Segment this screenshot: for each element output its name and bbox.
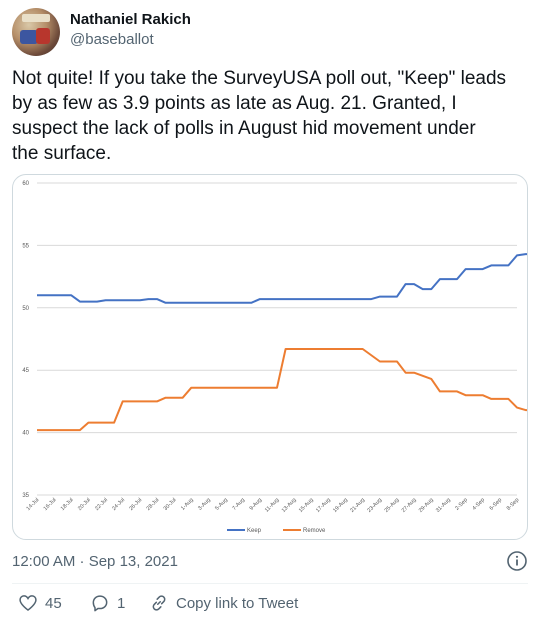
- tweet-line: by as few as 3.9 points as late as Aug. …: [12, 93, 457, 114]
- tweet-line: Not quite! If you take the SurveyUSA pol…: [12, 68, 507, 89]
- series-line-keep: [37, 253, 527, 304]
- copy-link-button[interactable]: Copy link to Tweet: [149, 590, 298, 616]
- divider: [12, 583, 528, 584]
- tweet-line: suspect the lack of polls in August hid …: [12, 118, 476, 139]
- x-tick-label: 13-Aug: [281, 497, 298, 514]
- avatar-shape-red: [36, 28, 50, 44]
- avatar[interactable]: [12, 8, 60, 56]
- x-tick-label: 16-Jul: [43, 497, 58, 512]
- x-tick-label: 23-Aug: [366, 497, 383, 514]
- x-tick-label: 15-Aug: [298, 497, 315, 514]
- author-handle[interactable]: @baseballot: [70, 31, 154, 48]
- author-name[interactable]: Nathaniel Rakich: [70, 11, 191, 28]
- reply-icon: [92, 595, 108, 612]
- link-icon: [152, 595, 166, 611]
- x-tick-label: 24-Jul: [111, 497, 126, 512]
- x-tick-label: 5-Aug: [214, 497, 229, 512]
- line-chart: 35 40 45 50 55 60 14-Jul 16-Jul 18-Jul 20-Jul 22-J…: [22, 181, 527, 534]
- tweet-actions: 45 1 Copy link to Tweet: [12, 590, 532, 616]
- x-tick-label: 3-Aug: [197, 497, 212, 512]
- y-tick-label: 40: [22, 431, 29, 437]
- x-tick-label: 25-Aug: [384, 497, 401, 514]
- x-tick-label: 30-Jul: [163, 497, 178, 512]
- tweet-timestamp[interactable]: 12:00 AM · Sep 13, 2021: [12, 553, 178, 570]
- avatar-banner: [22, 14, 50, 22]
- chart-image[interactable]: 35 40 45 50 55 60 14-Jul 16-Jul 18-Jul 20-Jul 22-J…: [12, 174, 528, 540]
- y-tick-label: 45: [22, 368, 29, 374]
- tweet-text: Not quite! If you take the SurveyUSA pol…: [12, 66, 528, 166]
- tweet-header: Nathaniel Rakich @baseballot: [12, 8, 532, 58]
- y-tick-label: 50: [22, 306, 29, 312]
- heart-icon: [19, 595, 37, 612]
- like-button[interactable]: 45: [18, 590, 62, 616]
- info-icon[interactable]: [506, 550, 528, 572]
- like-count: 45: [45, 594, 62, 612]
- x-tick-label: 28-Jul: [146, 497, 161, 512]
- x-tick-label: 17-Aug: [315, 497, 332, 514]
- x-tick-label: 6-Sep: [489, 497, 504, 512]
- x-tick-label: 26-Jul: [128, 497, 143, 512]
- copy-link-label: Copy link to Tweet: [176, 594, 299, 612]
- tweet-line: the surface.: [12, 143, 112, 164]
- x-tick-label: 31-Aug: [435, 497, 452, 514]
- series-line-remove: [37, 348, 527, 432]
- x-tick-label: 7-Aug: [232, 497, 247, 512]
- y-tick-label: 35: [22, 493, 29, 499]
- legend-label: Keep: [247, 528, 262, 534]
- x-tick-label: 21-Aug: [349, 497, 366, 514]
- reply-button[interactable]: 1: [90, 590, 125, 616]
- x-tick-label: 18-Jul: [60, 497, 75, 512]
- y-tick-label: 60: [22, 181, 29, 187]
- x-tick-label: 4-Sep: [472, 497, 487, 512]
- x-tick-label: 19-Aug: [332, 497, 349, 514]
- x-tick-label: 22-Jul: [94, 497, 109, 512]
- legend-label: Remove: [303, 528, 326, 534]
- y-tick-label: 55: [22, 243, 29, 249]
- x-tick-label: 1-Aug: [180, 497, 195, 512]
- x-tick-label: 8-Sep: [506, 497, 521, 512]
- x-tick-label: 11-Aug: [264, 497, 280, 513]
- x-tick-label: 27-Aug: [401, 497, 418, 514]
- x-tick-label: 9-Aug: [249, 497, 264, 512]
- avatar-shape-blue: [20, 30, 38, 44]
- x-tick-label: 2-Sep: [454, 497, 469, 512]
- x-tick-label: 14-Jul: [26, 497, 41, 512]
- reply-count: 1: [117, 594, 126, 612]
- x-tick-label: 29-Aug: [418, 497, 435, 514]
- x-tick-label: 20-Jul: [77, 497, 92, 512]
